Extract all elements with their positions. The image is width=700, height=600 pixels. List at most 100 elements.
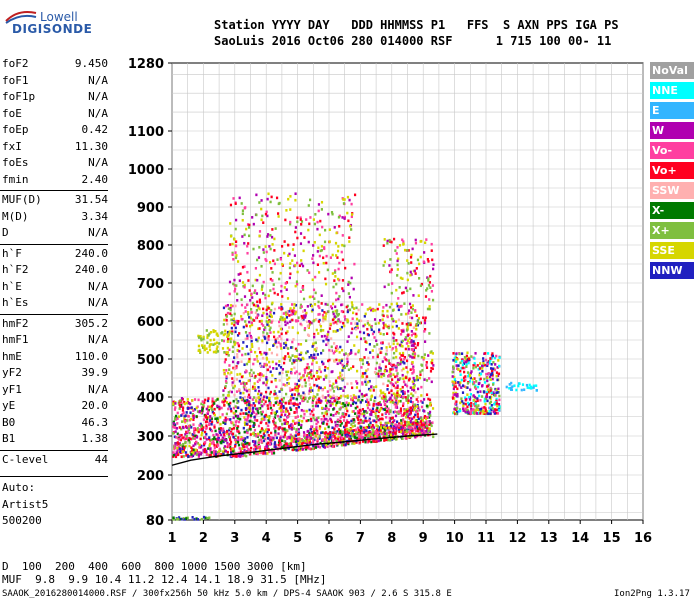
echo-point <box>295 410 298 414</box>
echo-point <box>361 412 364 416</box>
echo-point <box>236 429 239 433</box>
echo-point <box>298 448 302 452</box>
echo-point <box>423 378 426 381</box>
echo-point <box>295 385 298 389</box>
echo-point <box>216 438 220 442</box>
echo-point <box>249 449 252 453</box>
echo-point <box>284 392 288 396</box>
echo-point <box>226 445 229 449</box>
echo-point <box>403 357 406 361</box>
echo-point <box>389 374 392 378</box>
echo-point <box>406 248 409 252</box>
echo-point <box>432 267 435 271</box>
echo-point <box>248 406 251 410</box>
echo-point <box>229 304 233 307</box>
echo-point <box>328 384 332 387</box>
echo-point <box>325 338 328 341</box>
echo-point <box>265 444 268 448</box>
echo-point <box>293 303 296 306</box>
echo-point <box>412 386 416 389</box>
echo-point <box>377 321 380 325</box>
echo-point <box>380 432 384 436</box>
echo-point <box>487 412 490 415</box>
echo-point <box>303 236 306 239</box>
echo-point <box>248 357 251 361</box>
echo-point <box>364 433 367 437</box>
echo-point <box>410 340 413 344</box>
echo-point <box>363 410 366 413</box>
echo-point <box>484 352 487 355</box>
echo-point <box>323 432 326 435</box>
echo-point <box>399 343 403 347</box>
echo-point <box>367 440 370 443</box>
echo-point <box>330 345 333 349</box>
echo-point <box>191 437 195 440</box>
echo-point <box>390 268 393 271</box>
echo-point <box>432 364 435 367</box>
echo-point <box>474 352 477 355</box>
echo-point <box>431 358 434 362</box>
echo-point <box>174 424 177 428</box>
echo-point <box>258 438 261 442</box>
echo-point <box>315 371 318 375</box>
echo-point <box>228 280 232 284</box>
echo-point <box>229 203 233 207</box>
echo-point <box>368 342 371 346</box>
echo-point <box>351 442 354 445</box>
echo-point <box>336 249 340 253</box>
echo-point <box>325 422 329 426</box>
echo-point <box>232 282 235 286</box>
echo-point <box>229 438 232 442</box>
echo-point <box>492 361 495 364</box>
echo-point <box>288 412 291 416</box>
echo-point <box>365 375 368 378</box>
echo-point <box>318 427 321 430</box>
echo-point <box>357 415 361 418</box>
echo-point <box>472 408 475 411</box>
echo-point <box>232 454 235 458</box>
echo-point <box>289 406 292 410</box>
echo-point <box>346 441 350 444</box>
echo-point <box>495 354 498 358</box>
echo-point <box>389 400 392 404</box>
echo-point <box>532 386 535 389</box>
echo-point <box>459 361 462 365</box>
echo-point <box>329 256 333 259</box>
echo-point <box>264 245 267 248</box>
echo-point <box>462 376 466 380</box>
echo-point <box>215 341 219 345</box>
echo-point <box>350 215 353 219</box>
echo-point <box>291 437 294 440</box>
echo-point <box>299 322 302 326</box>
echo-point <box>209 330 213 334</box>
echo-point <box>196 518 200 521</box>
echo-point <box>280 308 283 311</box>
echo-point <box>202 337 205 341</box>
echo-point <box>270 411 273 415</box>
echo-point <box>423 330 426 333</box>
echo-point <box>380 347 383 350</box>
echo-point <box>191 516 194 519</box>
echo-point <box>496 378 499 382</box>
echo-point <box>394 410 397 414</box>
echo-point <box>300 376 303 380</box>
echo-point <box>236 401 239 405</box>
echo-point <box>331 402 334 406</box>
echo-point <box>304 396 307 400</box>
echo-point <box>233 289 236 293</box>
echo-point <box>277 443 280 447</box>
echo-point <box>375 372 378 375</box>
echo-point <box>334 275 337 278</box>
echo-point <box>268 261 272 264</box>
echo-point <box>339 376 342 379</box>
echo-point <box>284 431 287 434</box>
echo-point <box>275 353 279 357</box>
echo-point <box>395 349 398 353</box>
param-row-foes: foEs N/A <box>2 156 108 172</box>
echo-point <box>257 411 260 415</box>
echo-point <box>360 376 363 379</box>
echo-point <box>323 369 327 372</box>
echo-point <box>490 356 493 360</box>
echo-point <box>181 409 185 412</box>
echo-point <box>240 315 243 318</box>
